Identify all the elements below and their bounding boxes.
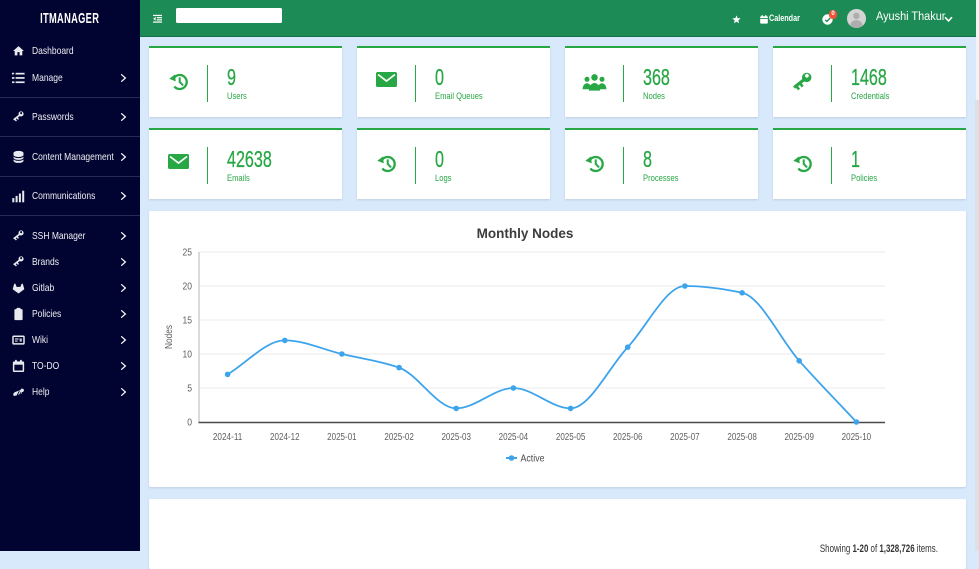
svg-text:2024-12: 2024-12 <box>270 432 300 443</box>
svg-text:15: 15 <box>183 315 193 327</box>
svg-text:25: 25 <box>183 247 193 259</box>
svg-text:2025-03: 2025-03 <box>441 432 471 443</box>
svg-text:2025-06: 2025-06 <box>613 432 643 443</box>
svg-text:2025-01: 2025-01 <box>327 432 357 443</box>
svg-text:Active: Active <box>521 454 545 465</box>
svg-text:20: 20 <box>183 281 193 293</box>
svg-text:2025-02: 2025-02 <box>384 432 414 443</box>
svg-text:2025-04: 2025-04 <box>499 432 529 443</box>
svg-text:2025-09: 2025-09 <box>784 432 814 443</box>
svg-text:2024-11: 2024-11 <box>213 432 243 443</box>
svg-text:Nodes: Nodes <box>164 325 175 349</box>
svg-text:5: 5 <box>187 383 192 395</box>
svg-text:Monthly Nodes: Monthly Nodes <box>477 226 574 241</box>
svg-text:2025-10: 2025-10 <box>842 432 872 443</box>
svg-text:2025-05: 2025-05 <box>556 432 586 443</box>
svg-text:2025-08: 2025-08 <box>727 432 757 443</box>
svg-text:0: 0 <box>187 417 192 429</box>
svg-text:10: 10 <box>183 349 193 361</box>
svg-text:2025-07: 2025-07 <box>670 432 700 443</box>
